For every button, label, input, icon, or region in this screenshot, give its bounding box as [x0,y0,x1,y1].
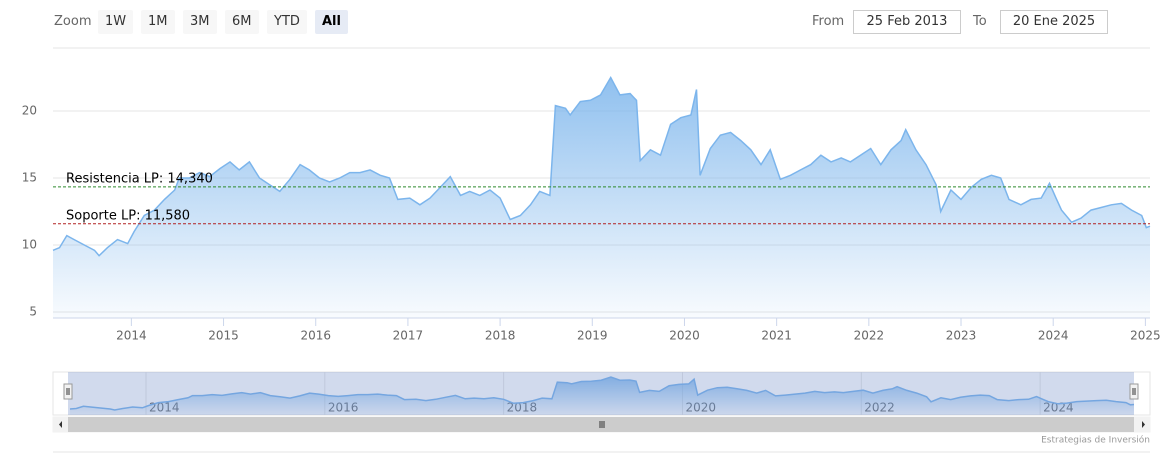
from-input[interactable]: 25 Feb 2013 [853,10,961,34]
navigator-mask [68,372,1134,415]
scrollbar-thumb [68,417,1134,432]
navigator-handle [1129,383,1139,400]
y-tick-label: 10 [22,237,37,251]
x-tick-label: 2023 [946,329,977,343]
scroll-right [1142,421,1145,428]
x-tick-label: 2021 [761,329,792,343]
to-label: To [973,14,987,29]
x-tick-label: 2014 [116,329,147,343]
y-tick-label: 5 [29,304,37,318]
level-label: Resistencia LP: 14,340 [66,171,213,186]
area-fill [53,77,1150,318]
x-tick-label: 2019 [577,329,608,343]
x-tick-label: 2016 [300,329,331,343]
area-fill [70,377,1134,415]
zoom-label: Zoom [54,14,92,29]
x-tick-label: 2018 [485,329,516,343]
range-button[interactable]: YTD [267,10,307,34]
level-label: Soporte LP: 11,580 [66,208,190,223]
x-tick-label: 2022 [854,329,885,343]
range-button[interactable]: 1W [98,10,134,34]
range-button[interactable]: All [315,10,348,34]
range-button[interactable]: 6M [225,10,259,34]
x-tick-label: 2017 [393,329,424,343]
x-tick-label: 2025 [1130,329,1161,343]
credits: Estrategias de Inversión [1041,435,1150,446]
area-line [69,376,1135,411]
x-tick-label: 2015 [208,329,239,343]
range-button[interactable]: 3M [183,10,217,34]
y-tick-label: 20 [22,103,37,117]
y-tick-label: 15 [22,170,37,184]
scroll-left [59,421,62,428]
range-button[interactable]: 1M [141,10,175,34]
area-line [52,75,1151,257]
x-tick-label: 2024 [1038,329,1069,343]
to-input[interactable]: 20 Ene 2025 [1000,10,1108,34]
from-label: From [812,14,845,29]
x-tick-label: 2020 [669,329,700,343]
navigator-handle [63,383,73,400]
